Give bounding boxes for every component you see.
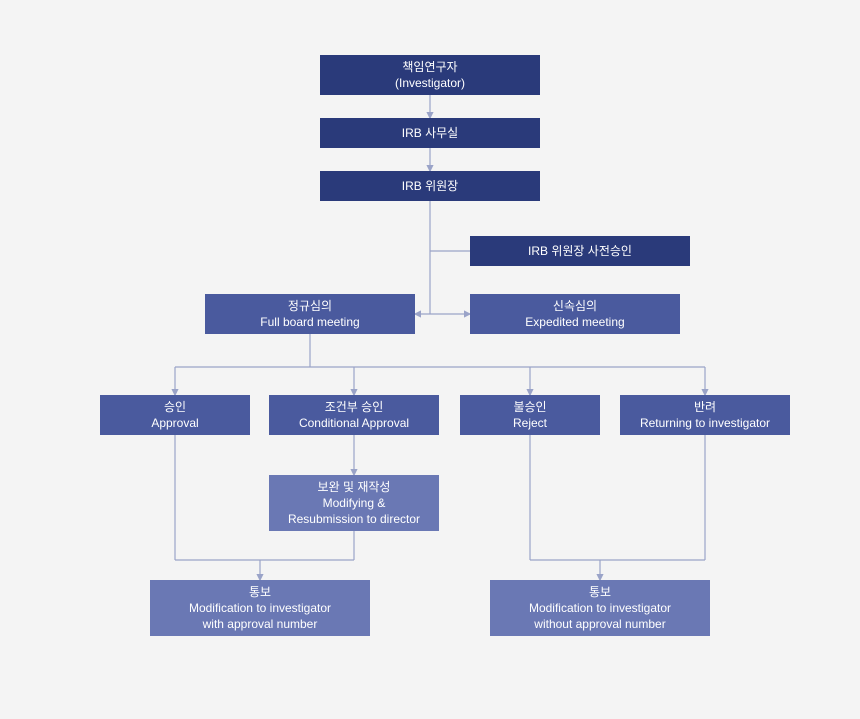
node-text: IRB 위원장 [402,178,458,194]
node-text: without approval number [534,616,665,632]
node-text: 보완 및 재작성 [318,479,391,495]
edges-layer [0,0,860,719]
node-text: 승인 [164,399,186,415]
node-text: 통보 [589,584,611,600]
node-text: 통보 [249,584,271,600]
node-text: IRB 사무실 [402,125,458,141]
node-n8: 조건부 승인Conditional Approval [269,395,439,435]
node-n5: 정규심의Full board meeting [205,294,415,334]
node-text: Reject [513,415,547,431]
node-n7: 승인Approval [100,395,250,435]
node-text: Approval [151,415,198,431]
node-n12: 통보Modification to investigatorwith appro… [150,580,370,636]
node-text: Conditional Approval [299,415,409,431]
node-text: IRB 위원장 사전승인 [528,243,632,259]
node-text: 조건부 승인 [325,399,384,415]
node-text: Returning to investigator [640,415,770,431]
node-text: (Investigator) [395,75,465,91]
node-text: 신속심의 [553,298,597,314]
node-n1: 책임연구자(Investigator) [320,55,540,95]
node-n13: 통보Modification to investigatorwithout ap… [490,580,710,636]
node-n3: IRB 위원장 [320,171,540,201]
node-n4: IRB 위원장 사전승인 [470,236,690,266]
node-n9: 불승인Reject [460,395,600,435]
node-text: with approval number [203,616,318,632]
flowchart-canvas: 책임연구자(Investigator) IRB 사무실 IRB 위원장 IRB 위원장… [0,0,860,719]
node-text: 반려 [694,399,716,415]
node-text: 불승인 [513,399,546,415]
node-n10: 반려Returning to investigator [620,395,790,435]
node-text: 책임연구자 [402,59,457,75]
node-text: Modifying & [323,495,386,511]
node-n11: 보완 및 재작성Modifying &Resubmission to direc… [269,475,439,531]
node-text: Modification to investigator [189,600,331,616]
node-text: Full board meeting [260,314,359,330]
node-text: Expedited meeting [525,314,624,330]
node-n6: 신속심의Expedited meeting [470,294,680,334]
node-text: Resubmission to director [288,511,420,527]
node-n2: IRB 사무실 [320,118,540,148]
node-text: Modification to investigator [529,600,671,616]
node-text: 정규심의 [288,298,332,314]
